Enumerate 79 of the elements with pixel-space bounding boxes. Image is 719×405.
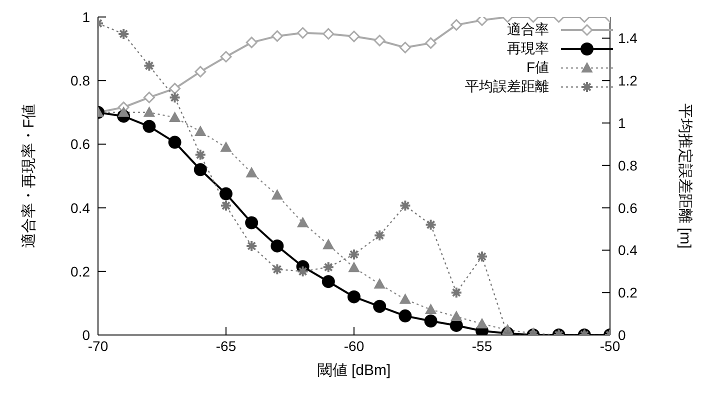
- y-tick-label: 0.2: [70, 263, 90, 280]
- point: [450, 286, 462, 299]
- point: [297, 27, 309, 39]
- y2-tick-label: 0.2: [618, 284, 638, 301]
- x-tick-label: -55: [472, 338, 492, 354]
- point: [399, 42, 411, 54]
- point: [194, 148, 206, 161]
- point: [169, 112, 180, 122]
- y2-tick-label: 1.2: [618, 72, 638, 89]
- y2-tick-label: 1.4: [618, 30, 638, 46]
- y2-tick-label: 0.8: [618, 157, 638, 174]
- point: [168, 92, 181, 104]
- point: [271, 30, 283, 42]
- point: [476, 250, 488, 263]
- point: [194, 163, 207, 176]
- y-tick-label: 0.6: [70, 136, 90, 152]
- point: [142, 120, 156, 133]
- point: [348, 30, 360, 42]
- point: [348, 248, 360, 260]
- legend-label: 再現率: [507, 39, 549, 58]
- point: [220, 142, 232, 152]
- legend-label: 平均誤差距離: [465, 77, 549, 96]
- point: [246, 240, 258, 252]
- point: [322, 261, 334, 274]
- point: [373, 300, 386, 313]
- point: [271, 263, 284, 276]
- point: [450, 311, 462, 322]
- point: [168, 136, 182, 149]
- point: [220, 200, 232, 212]
- legend-label: 適合率: [507, 20, 549, 39]
- point: [194, 126, 206, 136]
- point: [450, 19, 462, 31]
- point: [348, 290, 360, 304]
- point: [348, 262, 360, 272]
- point: [246, 167, 258, 178]
- point: [399, 200, 412, 212]
- point: [425, 37, 437, 49]
- y2-tick-label: 0.4: [618, 242, 638, 258]
- y-tick-label: 1: [82, 8, 90, 25]
- y2-axis-title: 平均推定誤差距離 [m]: [676, 104, 694, 248]
- point: [143, 60, 156, 72]
- point: [220, 187, 232, 200]
- point: [144, 106, 155, 117]
- point: [169, 82, 181, 94]
- point: [322, 275, 335, 288]
- y2-tick-label: 0: [618, 326, 626, 343]
- point: [476, 17, 488, 26]
- x-axis-title: 閾値 [dBm]: [317, 362, 391, 379]
- point: [374, 229, 386, 242]
- x-tick-label: -60: [344, 338, 364, 354]
- point: [194, 66, 206, 78]
- point: [424, 218, 437, 231]
- legend-label: F値: [526, 58, 549, 77]
- y-tick-label: 0: [82, 326, 90, 343]
- y-tick-label: 0.8: [70, 72, 90, 89]
- point: [118, 28, 130, 40]
- point: [245, 216, 258, 230]
- x-tick-label: -65: [216, 338, 236, 354]
- y-axis-title: 適合率・再現率・F値: [20, 104, 38, 248]
- point: [322, 28, 334, 40]
- point: [272, 190, 283, 200]
- point: [246, 36, 258, 48]
- point: [425, 304, 436, 314]
- point: [297, 217, 308, 228]
- point: [400, 294, 411, 304]
- point: [220, 51, 232, 62]
- point: [374, 34, 386, 46]
- point: [118, 106, 130, 117]
- point: [374, 278, 386, 289]
- y2-tick-label: 1: [618, 114, 626, 131]
- point: [476, 318, 488, 328]
- point: [143, 92, 155, 104]
- point: [296, 265, 309, 278]
- y-tick-label: 0.4: [70, 200, 90, 216]
- point: [322, 239, 334, 250]
- point: [270, 239, 284, 252]
- point: [398, 309, 412, 322]
- point: [424, 314, 438, 328]
- y2-tick-label: 0.6: [618, 200, 638, 216]
